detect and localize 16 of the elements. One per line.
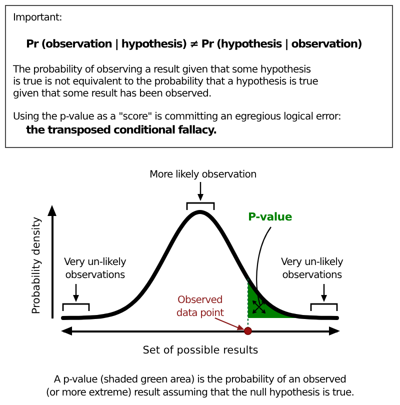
text: The probability of observing a result given that some hypothesis bbox=[13, 64, 311, 76]
annotation: Observed data point bbox=[175, 294, 225, 320]
text: More likely observation bbox=[150, 168, 256, 182]
text: Pr (observation | hypothesis) ≠ Pr (hypothesis | observation) bbox=[26, 38, 362, 50]
text: is true is not equivalent to the probability that a hypothesis is true bbox=[13, 76, 318, 88]
y-axis-title: Probability density bbox=[30, 216, 42, 314]
x-axis-title: Set of possible results bbox=[142, 344, 258, 356]
annotation: Very un-likely observations bbox=[280, 256, 344, 282]
text: the transposed conditional fallacy. bbox=[26, 124, 217, 136]
text: A p-value (shaded green area) is the probability of an observed bbox=[54, 374, 346, 386]
annotation: Very un-likely observations bbox=[63, 256, 127, 282]
text: given that some result has been observed. bbox=[13, 88, 212, 100]
text: Important: bbox=[13, 12, 62, 24]
text: P-value bbox=[248, 210, 292, 224]
text: Using the p-value as a "score" is committing an egregious logical error: bbox=[13, 110, 341, 124]
text: (or more extreme) result assuming that the null hypothesis is true. bbox=[46, 386, 354, 400]
